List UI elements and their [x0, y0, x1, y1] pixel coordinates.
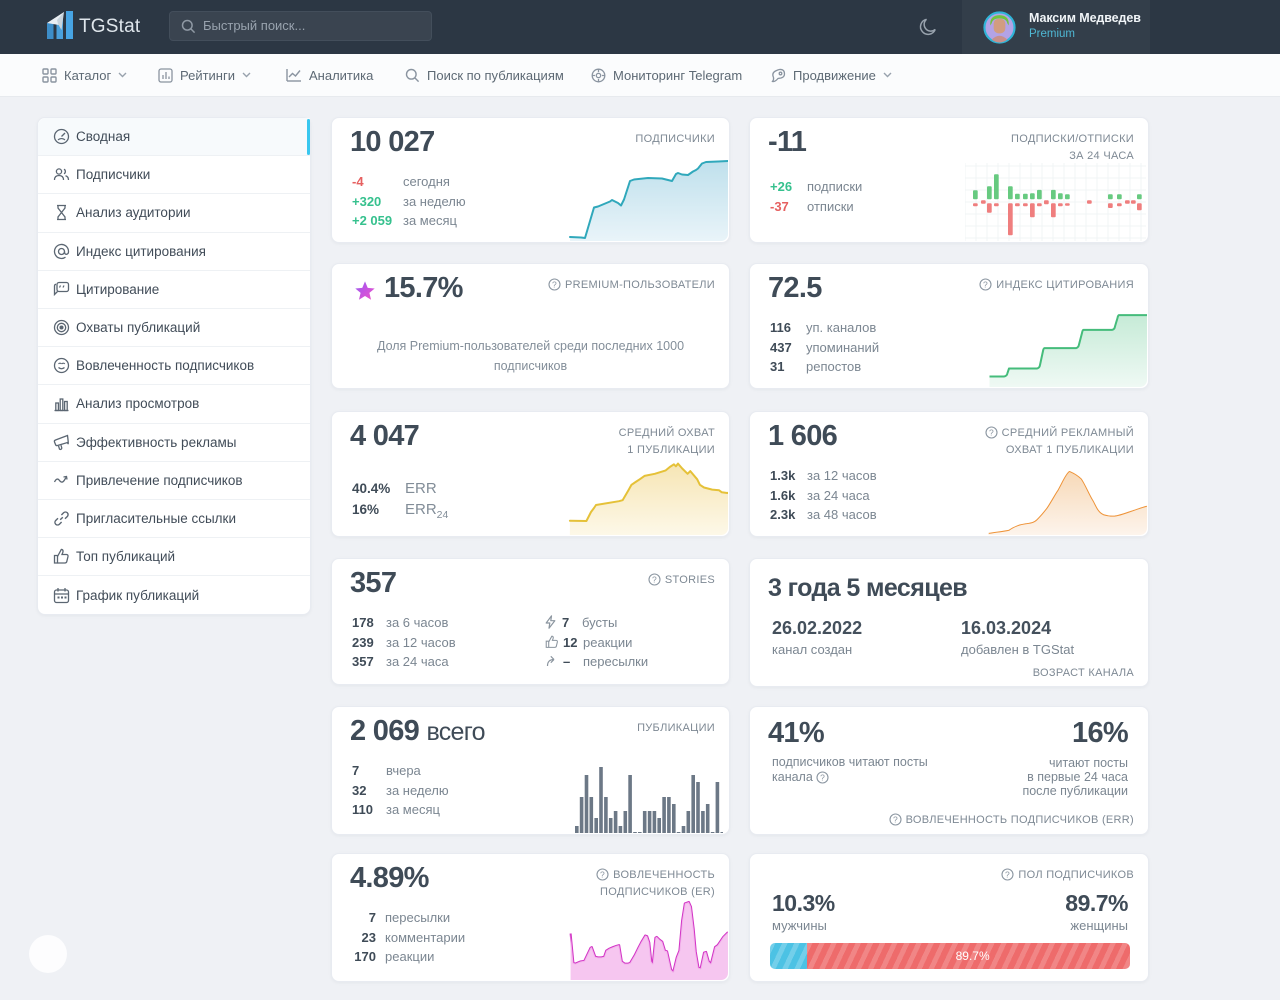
svg-text:?: ?: [893, 814, 898, 824]
svg-text:?: ?: [983, 279, 988, 289]
svg-text:?: ?: [820, 772, 825, 782]
svg-text:?: ?: [989, 427, 994, 437]
svg-text:?: ?: [652, 574, 657, 584]
svg-text:?: ?: [552, 279, 557, 289]
svg-text:?: ?: [1005, 869, 1010, 879]
svg-text:?: ?: [600, 869, 605, 879]
